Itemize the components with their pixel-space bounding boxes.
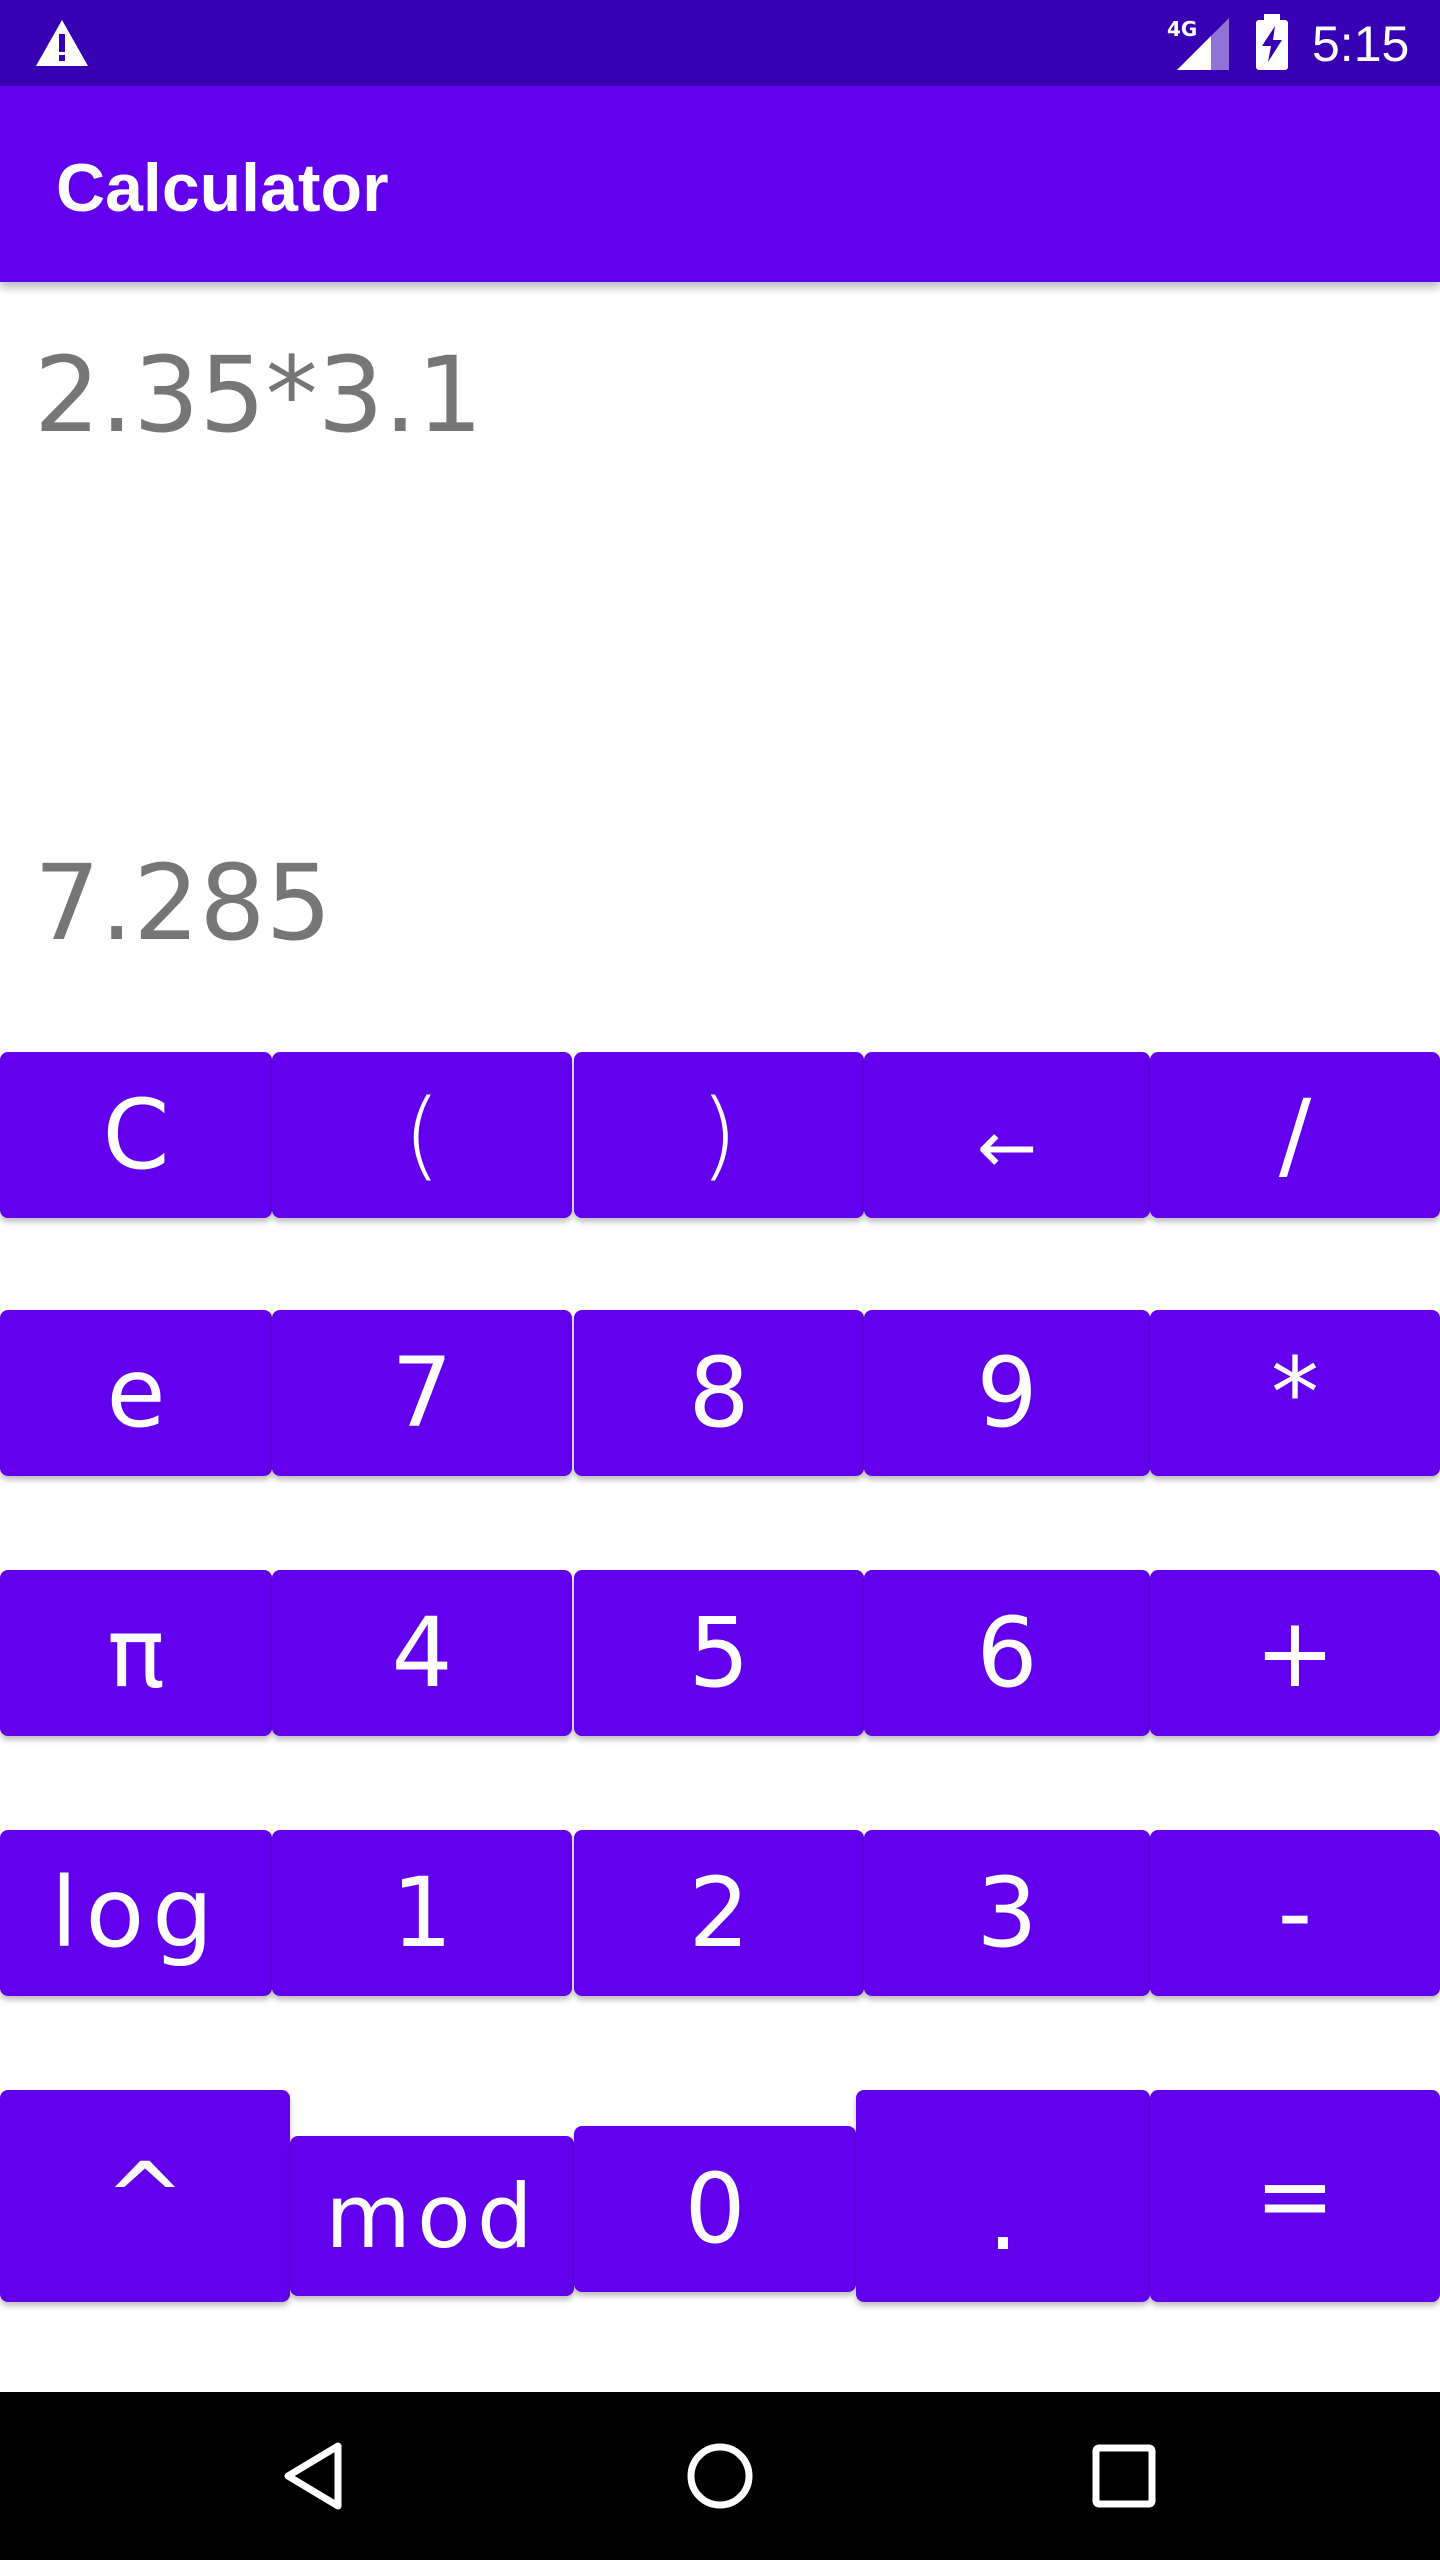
digit-6-button[interactable]: 6 (864, 1570, 1150, 1736)
e-button[interactable]: e (0, 1310, 272, 1476)
divide-button[interactable]: / (1150, 1052, 1440, 1218)
signal-icon: 4G (1167, 17, 1229, 70)
recents-icon[interactable] (1084, 2436, 1164, 2516)
mod-button[interactable]: mod (290, 2136, 574, 2296)
digit-7-button[interactable]: 7 (272, 1310, 572, 1476)
expression-display: 2.35*3.1 (34, 334, 483, 456)
network-type-label: 4G (1167, 17, 1197, 41)
power-button[interactable]: ^ (0, 2090, 290, 2302)
back-icon[interactable] (276, 2436, 356, 2516)
app-title: Calculator (56, 150, 389, 226)
digit-4-button[interactable]: 4 (272, 1570, 572, 1736)
digit-9-button[interactable]: 9 (864, 1310, 1150, 1476)
digit-1-button[interactable]: 1 (272, 1830, 572, 1996)
status-bar: 4G 5:15 (0, 0, 1440, 86)
digit-8-button[interactable]: 8 (574, 1310, 864, 1476)
equals-button[interactable]: = (1150, 2090, 1440, 2302)
digit-2-button[interactable]: 2 (574, 1830, 864, 1996)
home-icon[interactable] (680, 2436, 760, 2516)
battery-charging-icon (1256, 14, 1288, 70)
backspace-button[interactable]: ← (864, 1052, 1150, 1218)
multiply-button[interactable]: * (1150, 1310, 1440, 1476)
status-time: 5:15 (1312, 16, 1410, 72)
result-display: 7.285 (34, 842, 332, 964)
app-bar: Calculator (0, 86, 1440, 282)
warning-icon (36, 20, 88, 66)
digit-3-button[interactable]: 3 (864, 1830, 1150, 1996)
digit-0-button[interactable]: 0 (574, 2126, 856, 2292)
plus-button[interactable]: + (1150, 1570, 1440, 1736)
decimal-button[interactable]: . (856, 2090, 1150, 2302)
pi-button[interactable]: π (0, 1570, 272, 1736)
minus-button[interactable]: - (1150, 1830, 1440, 1996)
digit-5-button[interactable]: 5 (574, 1570, 864, 1736)
clear-button[interactable]: C (0, 1052, 272, 1218)
open-paren-button[interactable]: ( (272, 1052, 572, 1218)
log-button[interactable]: log (0, 1830, 272, 1996)
navigation-bar (0, 2392, 1440, 2560)
close-paren-button[interactable]: ) (574, 1052, 864, 1218)
